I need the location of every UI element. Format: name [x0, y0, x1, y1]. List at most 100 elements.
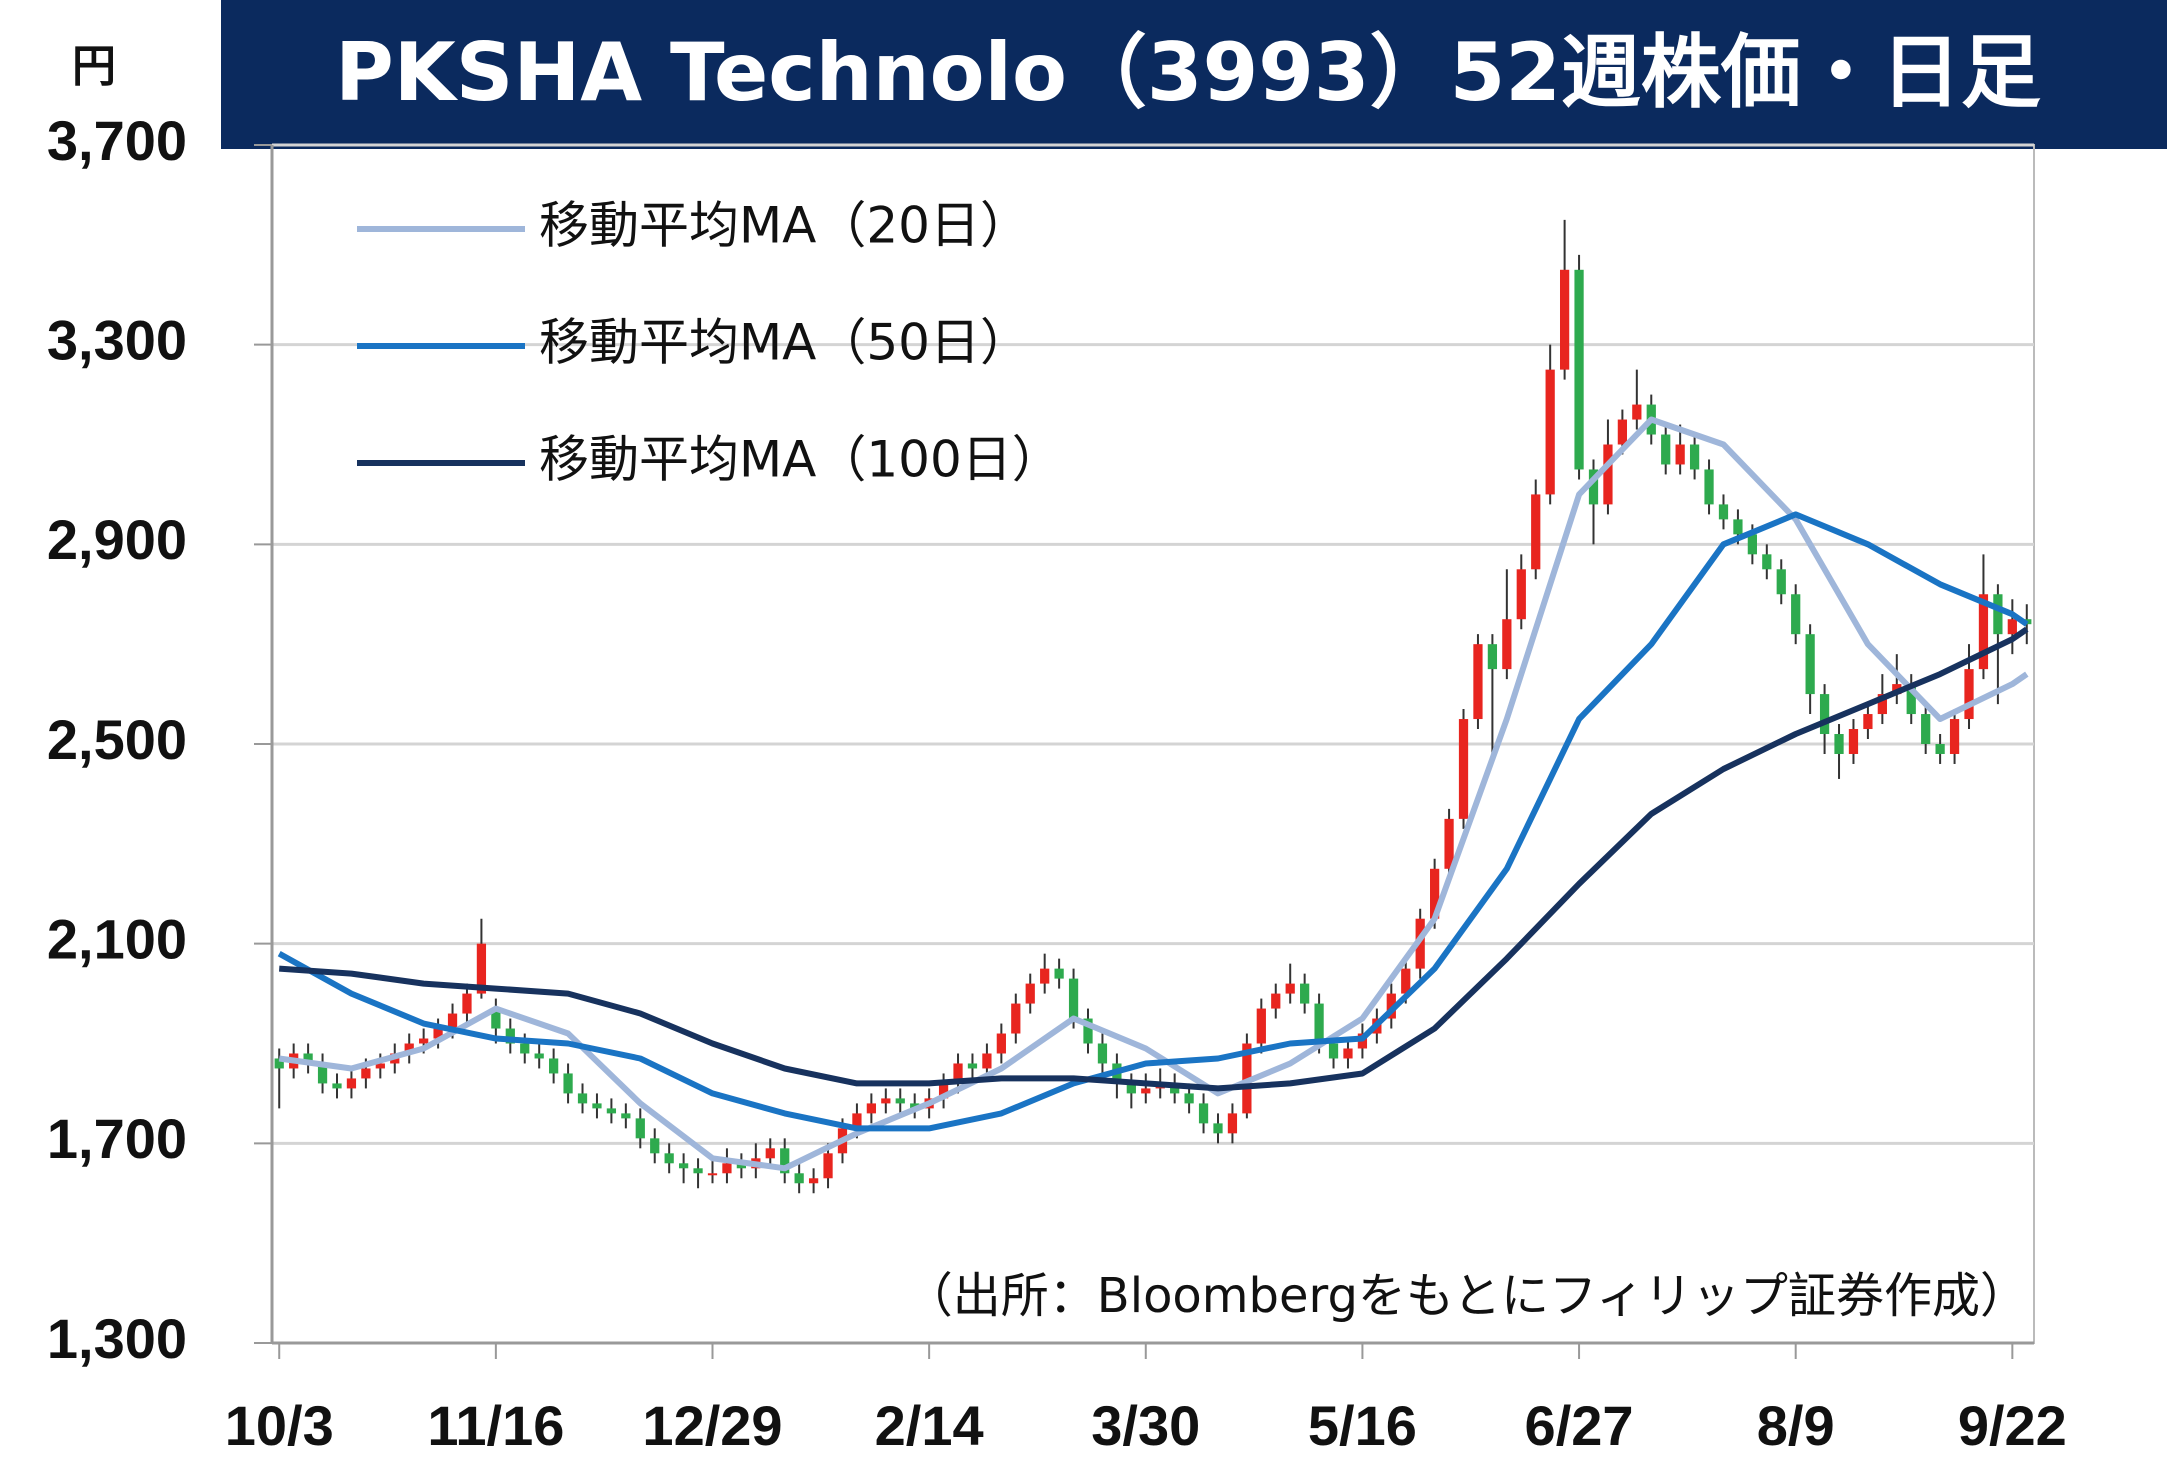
candle-body [1083, 1018, 1093, 1044]
candle-body [823, 1153, 833, 1179]
candle-body [1025, 983, 1035, 1004]
candle-body [794, 1173, 804, 1184]
candle-body [722, 1163, 732, 1174]
x-tick-label: 3/30 [1091, 1394, 1200, 1457]
candle-body [1762, 554, 1772, 570]
candle-body [1603, 444, 1613, 505]
candle-body [1458, 719, 1469, 819]
candle-body [736, 1163, 747, 1169]
candle-body [678, 1163, 689, 1169]
candle-body [1170, 1083, 1180, 1094]
candle-body [621, 1113, 631, 1119]
candle-body [910, 1103, 920, 1109]
candle-body [577, 1093, 588, 1104]
candle-body [1921, 714, 1931, 744]
candle-body [346, 1078, 357, 1089]
candle-body [1559, 269, 1570, 370]
candle-body [938, 1083, 949, 1099]
x-tick-label: 5/16 [1308, 1394, 1417, 1457]
candle-body [419, 1038, 429, 1044]
candle-body [1848, 729, 1859, 754]
candle-body [1661, 434, 1671, 465]
candle-body [1733, 519, 1743, 535]
candle-body [765, 1148, 775, 1159]
candle-body [1545, 369, 1555, 495]
candle-body [635, 1118, 645, 1139]
candle-body [1401, 968, 1411, 994]
ma-line [278, 626, 2029, 1092]
candle-body [520, 1043, 530, 1054]
candle-body [1285, 983, 1295, 994]
candle-body [404, 1043, 414, 1054]
candle-body [1906, 684, 1916, 715]
candle-body [447, 1013, 458, 1029]
candle-body [1978, 594, 1989, 670]
candle-body [693, 1168, 703, 1174]
candle-body [1819, 694, 1830, 735]
candle-body [996, 1033, 1006, 1054]
candle-body [476, 943, 487, 994]
candle-body [1877, 694, 1887, 715]
candle-body [1675, 444, 1685, 465]
candle-body [1718, 504, 1729, 520]
candle-body [1964, 669, 1974, 720]
candle-body [1574, 269, 1584, 470]
candle-body [1097, 1043, 1108, 1064]
candle-body [1256, 1008, 1266, 1044]
candle-body [808, 1178, 819, 1184]
unit-label: 円 [72, 41, 116, 92]
candle-body [1271, 993, 1281, 1009]
x-tick-label: 10/3 [225, 1394, 334, 1457]
candle-body [1805, 634, 1815, 695]
candle-body [1588, 469, 1599, 505]
y-tick-label: 2,100 [47, 907, 187, 970]
candle-body [505, 1028, 515, 1044]
candle-body [1473, 644, 1483, 720]
candle-body [1054, 968, 1064, 979]
title-bar [221, 0, 2167, 149]
candle-body [1935, 744, 1945, 754]
candle-body [982, 1053, 992, 1069]
candle-body [563, 1073, 573, 1094]
x-tick-label: 11/16 [427, 1394, 564, 1457]
candle-body [1198, 1103, 1209, 1124]
candle-body [895, 1098, 905, 1104]
y-tick-label: 1,700 [47, 1107, 187, 1170]
candle-body [1300, 983, 1310, 1004]
candle-body [1328, 1043, 1339, 1059]
candle-body [1141, 1088, 1151, 1094]
x-tick-label: 6/27 [1525, 1394, 1634, 1457]
legend-label: 移動平均MA（20日） [539, 197, 1030, 255]
candle-body [866, 1103, 876, 1114]
source-note: （出所：Bloombergをもとにフィリップ証券作成） [905, 1268, 2028, 1324]
candle-body [881, 1098, 891, 1104]
candle-body [1632, 404, 1642, 420]
chart-title: PKSHA Technolo（3993）52週株価・日足 [335, 26, 2041, 119]
candle-body [1430, 868, 1440, 919]
candle-body [780, 1148, 790, 1174]
candle-body [2007, 619, 2017, 635]
x-tick-label: 9/22 [1958, 1394, 2067, 1457]
candle-body [1747, 534, 1757, 555]
candle-body [491, 1008, 501, 1029]
candle-body [1213, 1123, 1223, 1134]
candle-body [462, 993, 472, 1014]
x-tick-label: 2/14 [875, 1394, 984, 1457]
y-tick-label: 3,300 [47, 308, 187, 371]
candle-body [1444, 818, 1454, 869]
legend-label: 移動平均MA（100日） [539, 431, 1062, 489]
candle-body [664, 1153, 674, 1164]
candle-body [1531, 494, 1541, 570]
candle-body [592, 1103, 602, 1109]
candle-body [1343, 1048, 1353, 1059]
x-tick-label: 8/9 [1757, 1394, 1835, 1457]
candle-body [707, 1173, 718, 1176]
candle-body [1776, 569, 1786, 595]
candle-body [1993, 594, 2003, 635]
candle-body [1126, 1083, 1136, 1094]
candle-body [433, 1028, 443, 1039]
candle-body [361, 1068, 371, 1079]
candle-body [852, 1113, 862, 1129]
